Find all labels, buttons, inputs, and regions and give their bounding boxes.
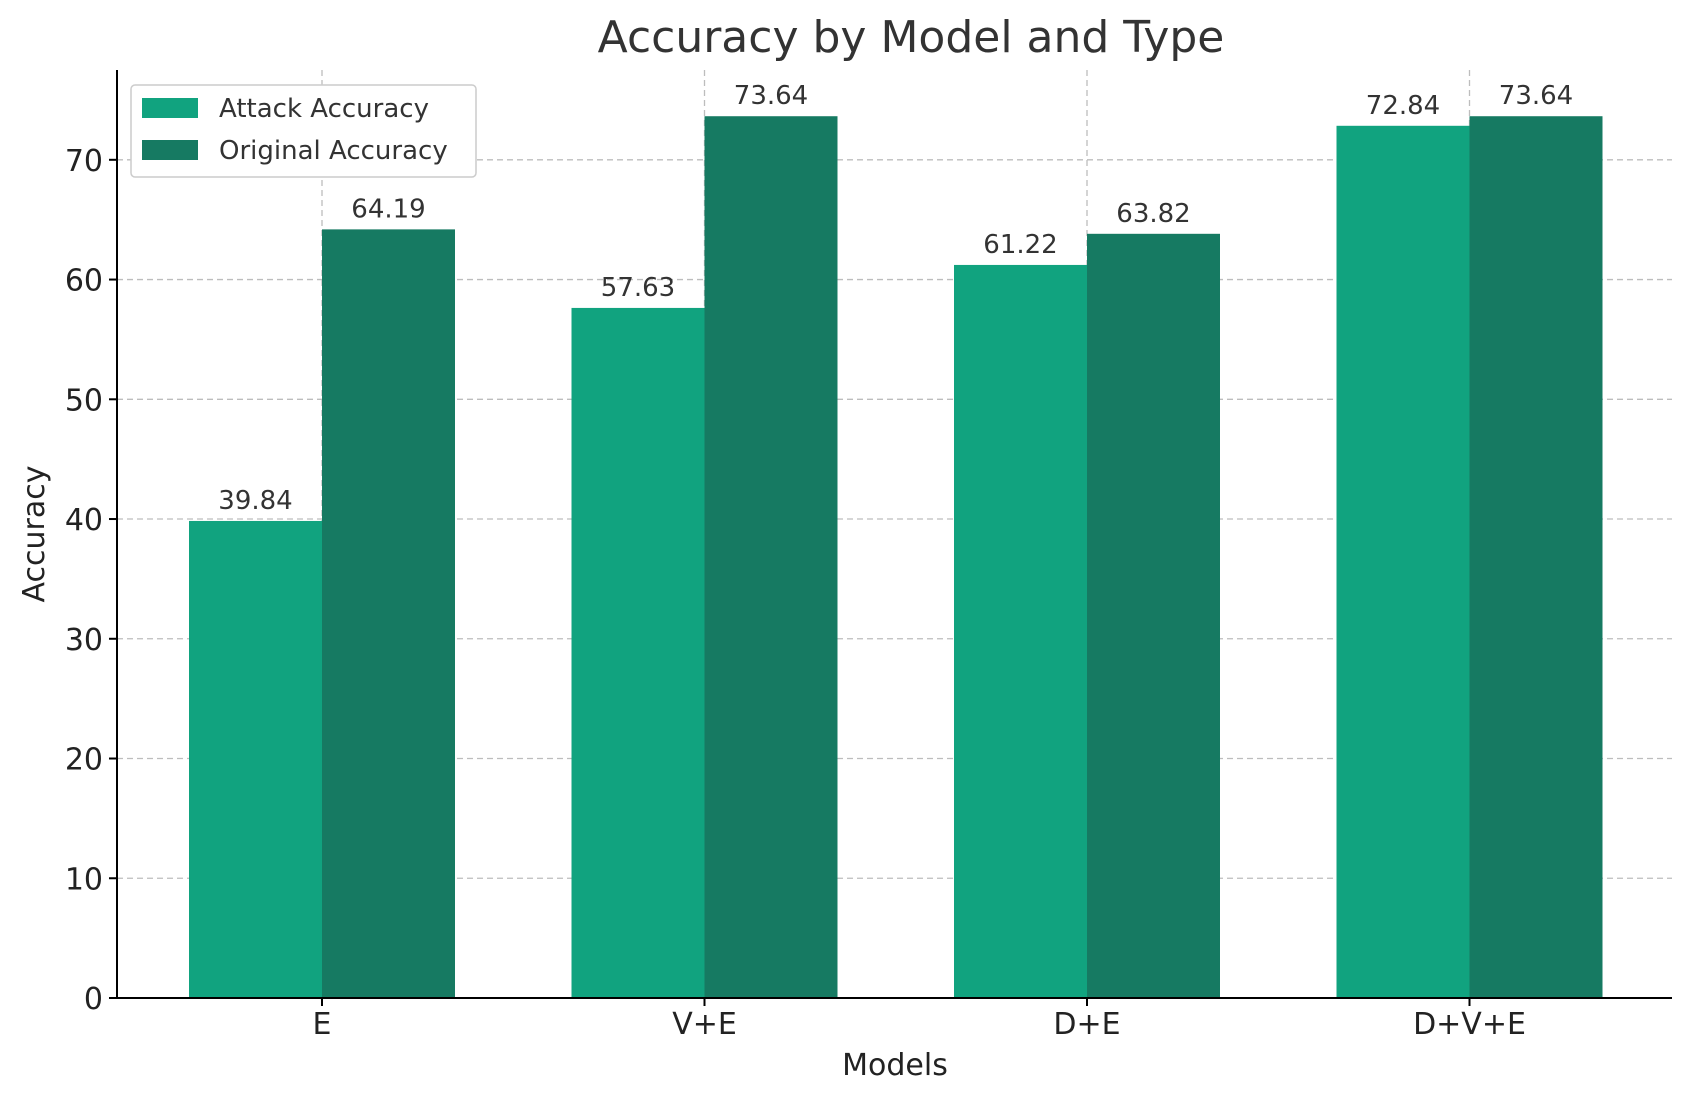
y-tick-label: 70 [65, 144, 103, 179]
legend-label-original-accuracy: Original Accuracy [219, 136, 448, 166]
bar-original-accuracy [1469, 116, 1603, 998]
x-tick-label: V+E [672, 1007, 737, 1042]
bar-original-accuracy [322, 229, 455, 998]
bar-attack-accuracy [954, 264, 1087, 998]
legend-box [130, 84, 477, 178]
y-tick-label: 20 [65, 743, 103, 778]
x-tick-label: E [313, 1007, 332, 1042]
data-label-attack-accuracy: 61.22 [983, 230, 1057, 260]
data-labels: 39.84 57.63 61.22 72.84 64.19 73.64 63.82 73.64 [218, 81, 1573, 516]
data-label-original-accuracy: 73.64 [734, 81, 808, 111]
legend-swatch-attack-accuracy [142, 98, 198, 118]
y-tick-label: 40 [65, 503, 103, 538]
x-axis-label: Models [842, 1048, 948, 1083]
bars [189, 116, 1603, 999]
x-ticks: E V+E D+E D+V+E [313, 998, 1526, 1042]
bar-original-accuracy [704, 116, 838, 998]
data-label-original-accuracy: 73.64 [1499, 81, 1573, 111]
y-tick-label: 10 [65, 862, 103, 897]
legend: Attack Accuracy Original Accuracy [130, 84, 477, 178]
y-tick-label: 60 [65, 264, 103, 299]
x-tick-label: D+E [1053, 1007, 1120, 1042]
bar-original-accuracy [1087, 233, 1220, 999]
y-tick-label: 50 [65, 383, 103, 418]
data-label-attack-accuracy: 57.63 [601, 273, 675, 303]
x-tick-label: D+V+E [1413, 1007, 1526, 1042]
y-tick-label: 0 [84, 982, 103, 1017]
data-label-attack-accuracy: 39.84 [218, 486, 292, 516]
legend-label-attack-accuracy: Attack Accuracy [219, 94, 429, 124]
chart-title: Accuracy by Model and Type [598, 12, 1225, 63]
bar-attack-accuracy [571, 307, 705, 998]
data-label-original-accuracy: 64.19 [351, 194, 425, 224]
y-tick-label: 30 [65, 623, 103, 658]
data-label-original-accuracy: 63.82 [1116, 199, 1190, 229]
data-label-attack-accuracy: 72.84 [1366, 91, 1440, 121]
y-axis-label: Accuracy [17, 466, 52, 603]
legend-swatch-original-accuracy [142, 140, 198, 160]
bar-attack-accuracy [1336, 125, 1470, 998]
y-ticks: 0 10 20 30 40 50 60 70 [65, 144, 117, 1017]
axes [116, 70, 1672, 999]
bar-attack-accuracy [189, 520, 322, 998]
